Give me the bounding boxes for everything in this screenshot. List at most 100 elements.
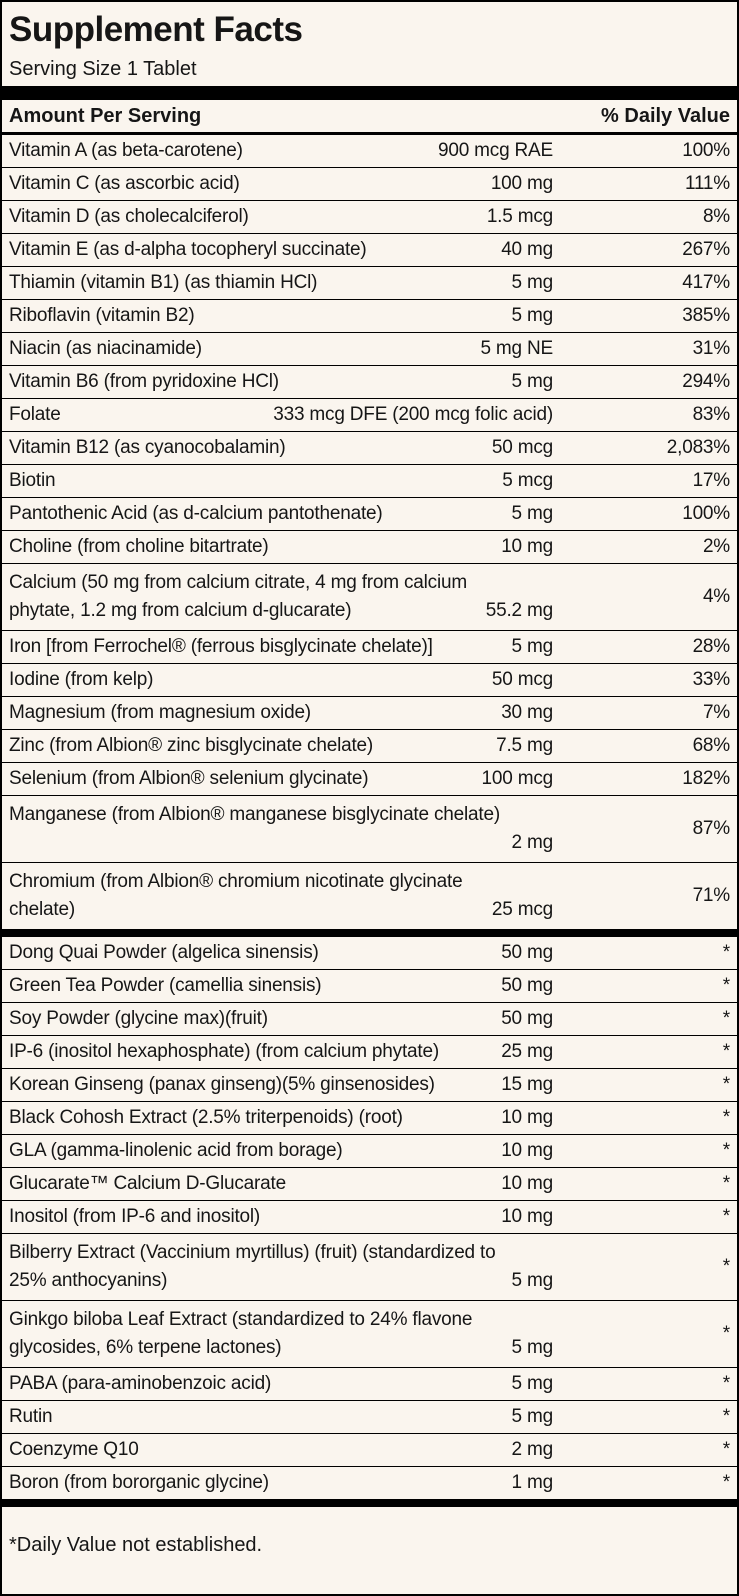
ingredient-name: Choline (from choline bitartrate) xyxy=(9,536,269,557)
ingredient-name-continued: glycosides, 6% terpene lactones) xyxy=(9,1337,282,1358)
table-row: Black Cohosh Extract (2.5% triterpenoids… xyxy=(2,1101,737,1134)
ingredient-name: Zinc (from Albion® zinc bisglycinate che… xyxy=(9,735,374,756)
ingredient-table-section-vitamins: Vitamin A (as beta-carotene) 900 mcg RAE… xyxy=(2,135,737,929)
table-row: Boron (from bororganic glycine) 1 mg * xyxy=(2,1466,737,1499)
ingredient-name: Niacin (as niacinamide) xyxy=(9,338,202,359)
table-row: Choline (from choline bitartrate) 10 mg … xyxy=(2,530,737,563)
ingredient-daily-value: * xyxy=(722,1173,730,1194)
table-row: Pantothenic Acid (as d-calcium pantothen… xyxy=(2,497,737,530)
ingredient-name: Vitamin C (as ascorbic acid) xyxy=(9,173,240,194)
ingredient-name: GLA (gamma-linolenic acid from borage) xyxy=(9,1140,343,1161)
ingredient-table-section-botanicals: Dong Quai Powder (algelica sinensis) 50 … xyxy=(2,937,737,1499)
ingredient-name: Selenium (from Albion® selenium glycinat… xyxy=(9,768,369,789)
table-row: Vitamin E (as d-alpha tocopheryl succina… xyxy=(2,233,737,266)
ingredient-daily-value: 8% xyxy=(702,206,730,227)
ingredient-name-continued: 25% anthocyanins) xyxy=(9,1270,168,1291)
table-row: Inositol (from IP-6 and inositol) 10 mg … xyxy=(2,1200,737,1233)
ingredient-amount: 100 mcg xyxy=(481,768,554,789)
table-row: Korean Ginseng (panax ginseng)(5% ginsen… xyxy=(2,1068,737,1101)
ingredient-amount: 333 mcg DFE (200 mcg folic acid) xyxy=(273,404,553,425)
ingredient-name: Green Tea Powder (camellia sinensis) xyxy=(9,975,322,996)
ingredient-name: Manganese (from Albion® manganese bisgly… xyxy=(9,804,500,825)
ingredient-daily-value: * xyxy=(722,1472,730,1493)
ingredient-amount: 5 mg xyxy=(511,1373,554,1394)
ingredient-name: Vitamin B6 (from pyridoxine HCl) xyxy=(9,371,279,392)
ingredient-name: Vitamin D (as cholecalciferol) xyxy=(9,206,249,227)
serving-size: Serving Size 1 Tablet xyxy=(9,58,197,80)
ingredient-amount: 1.5 mcg xyxy=(486,206,553,227)
ingredient-name: Black Cohosh Extract (2.5% triterpenoids… xyxy=(9,1107,403,1128)
ingredient-daily-value: * xyxy=(722,1107,730,1128)
ingredient-amount: 5 mg xyxy=(511,636,554,657)
table-row: Green Tea Powder (camellia sinensis) 50 … xyxy=(2,969,737,1002)
ingredient-name: Folate xyxy=(9,404,61,425)
ingredient-daily-value: 100% xyxy=(682,140,730,161)
ingredient-amount: 5 mg xyxy=(511,272,554,293)
ingredient-daily-value: 68% xyxy=(692,735,731,756)
amount-per-serving-header: Amount Per Serving xyxy=(9,105,202,127)
ingredient-name: Thiamin (vitamin B1) (as thiamin HCl) xyxy=(9,272,318,293)
ingredient-amount: 7.5 mg xyxy=(496,735,553,756)
ingredient-daily-value: * xyxy=(722,975,730,996)
ingredient-amount: 1 mg xyxy=(511,1472,554,1493)
table-row: Niacin (as niacinamide) 5 mg NE 31% xyxy=(2,332,737,365)
ingredient-amount: 55.2 mg xyxy=(485,600,553,621)
ingredient-name: Biotin xyxy=(9,470,56,491)
table-row: GLA (gamma-linolenic acid from borage) 1… xyxy=(2,1134,737,1167)
ingredient-second-line: chelate) 25 mcg xyxy=(2,900,737,920)
ingredient-second-line: phytate, 1.2 mg from calcium d-glucarate… xyxy=(2,601,737,621)
table-header: Amount Per Serving % Daily Value xyxy=(2,100,737,135)
ingredient-daily-value: 2% xyxy=(702,536,730,557)
ingredient-name-continued: phytate, 1.2 mg from calcium d-glucarate… xyxy=(9,600,352,621)
ingredient-second-line: 25% anthocyanins) 5 mg xyxy=(2,1271,737,1291)
ingredient-daily-value: 17% xyxy=(692,470,731,491)
ingredient-name: Boron (from bororganic glycine) xyxy=(9,1472,269,1493)
ingredient-amount: 5 mg xyxy=(511,503,554,524)
ingredient-daily-value: * xyxy=(722,1008,730,1029)
ingredient-amount: 40 mg xyxy=(501,239,553,260)
ingredient-daily-value: 111% xyxy=(685,173,730,194)
ingredient-name: Rutin xyxy=(9,1406,53,1427)
table-row: IP-6 (inositol hexaphosphate) (from calc… xyxy=(2,1035,737,1068)
ingredient-amount: 5 mg xyxy=(511,371,554,392)
percent-daily-value-header: % Daily Value xyxy=(601,105,730,127)
ingredient-name: Iodine (from kelp) xyxy=(9,669,154,690)
ingredient-name: Bilberry Extract (Vaccinium myrtillus) (… xyxy=(9,1242,496,1263)
table-row: Chromium (from Albion® chromium nicotina… xyxy=(2,862,737,929)
table-row: Selenium (from Albion® selenium glycinat… xyxy=(2,762,737,795)
ingredient-name: IP-6 (inositol hexaphosphate) (from calc… xyxy=(9,1041,439,1062)
ingredient-second-line: 2 mg xyxy=(2,833,737,853)
table-row: Magnesium (from magnesium oxide) 30 mg 7… xyxy=(2,696,737,729)
ingredient-amount: 15 mg xyxy=(501,1074,553,1095)
ingredient-daily-value: 100% xyxy=(682,503,730,524)
ingredient-name: PABA (para-aminobenzoic acid) xyxy=(9,1373,272,1394)
ingredient-daily-value: * xyxy=(722,1323,730,1344)
ingredient-amount: 50 mg xyxy=(501,942,553,963)
table-row: Manganese (from Albion® manganese bisgly… xyxy=(2,795,737,862)
table-row: Folate 333 mcg DFE (200 mcg folic acid) … xyxy=(2,398,737,431)
ingredient-amount: 25 mg xyxy=(501,1041,553,1062)
table-row: Vitamin B12 (as cyanocobalamin) 50 mcg 2… xyxy=(2,431,737,464)
daily-value-footnote: *Daily Value not established. xyxy=(9,1534,263,1556)
ingredient-name: Coenzyme Q10 xyxy=(9,1439,139,1460)
table-row: PABA (para-aminobenzoic acid) 5 mg * xyxy=(2,1367,737,1400)
ingredient-amount: 10 mg xyxy=(501,1173,553,1194)
ingredient-name: Vitamin E (as d-alpha tocopheryl succina… xyxy=(9,239,367,260)
table-row: Dong Quai Powder (algelica sinensis) 50 … xyxy=(2,937,737,969)
ingredient-daily-value: * xyxy=(722,1439,730,1460)
ingredient-name: Calcium (50 mg from calcium citrate, 4 m… xyxy=(9,572,467,593)
table-row: Riboflavin (vitamin B2) 5 mg 385% xyxy=(2,299,737,332)
ingredient-daily-value: 2,083% xyxy=(666,437,730,458)
ingredient-amount: 5 mg xyxy=(511,1337,554,1358)
ingredient-amount: 10 mg xyxy=(501,1107,553,1128)
ingredient-name: Glucarate™ Calcium D-Glucarate xyxy=(9,1173,286,1194)
table-row: Glucarate™ Calcium D-Glucarate 10 mg * xyxy=(2,1167,737,1200)
ingredient-name: Ginkgo biloba Leaf Extract (standardized… xyxy=(9,1309,473,1330)
table-row: Vitamin D (as cholecalciferol) 1.5 mcg 8… xyxy=(2,200,737,233)
ingredient-name: Dong Quai Powder (algelica sinensis) xyxy=(9,942,319,963)
ingredient-amount: 900 mcg RAE xyxy=(437,140,553,161)
ingredient-daily-value: * xyxy=(722,942,730,963)
ingredient-amount: 50 mcg xyxy=(491,437,553,458)
ingredient-daily-value: * xyxy=(722,1041,730,1062)
